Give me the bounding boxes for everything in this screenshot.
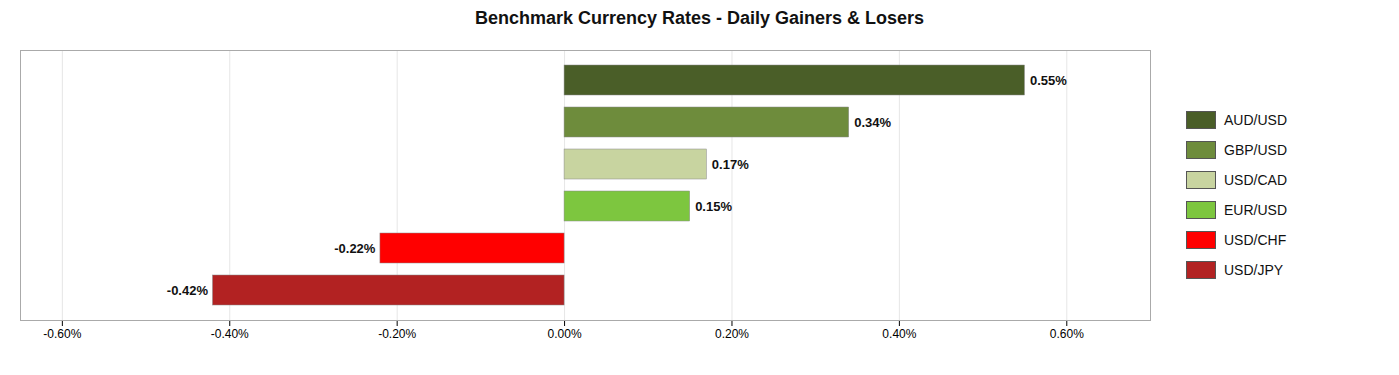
html-text:AUD/USD: AUD/USD [1224, 112, 1287, 128]
html-text:USD/CAD: USD/CAD [1224, 172, 1287, 188]
svg-text:0.17%: 0.17% [712, 157, 749, 172]
svg-text:-0.42%: -0.42% [167, 283, 209, 298]
html-text:EUR/USD: EUR/USD [1224, 202, 1287, 218]
svg-text:0.60%: 0.60% [1050, 327, 1084, 341]
html-text:GBP/USD: GBP/USD [1224, 142, 1287, 158]
svg-text:-0.20%: -0.20% [378, 327, 416, 341]
html-text:USD/JPY: USD/JPY [1224, 262, 1284, 278]
svg-text:-0.60%: -0.60% [43, 327, 81, 341]
html-text:Benchmark Currency Rates - Dai: Benchmark Currency Rates - Daily Gainers… [474, 8, 925, 28]
svg-text:0.55%: 0.55% [1030, 73, 1067, 88]
svg-text:0.15%: 0.15% [695, 199, 732, 214]
svg-text:0.20%: 0.20% [715, 327, 749, 341]
svg-text:-0.40%: -0.40% [211, 327, 249, 341]
html-text:USD/CHF: USD/CHF [1224, 232, 1287, 248]
svg-text:0.40%: 0.40% [882, 327, 916, 341]
svg-text:0.34%: 0.34% [854, 115, 891, 130]
svg-text:-0.22%: -0.22% [334, 241, 376, 256]
svg-text:0.00%: 0.00% [548, 327, 582, 341]
